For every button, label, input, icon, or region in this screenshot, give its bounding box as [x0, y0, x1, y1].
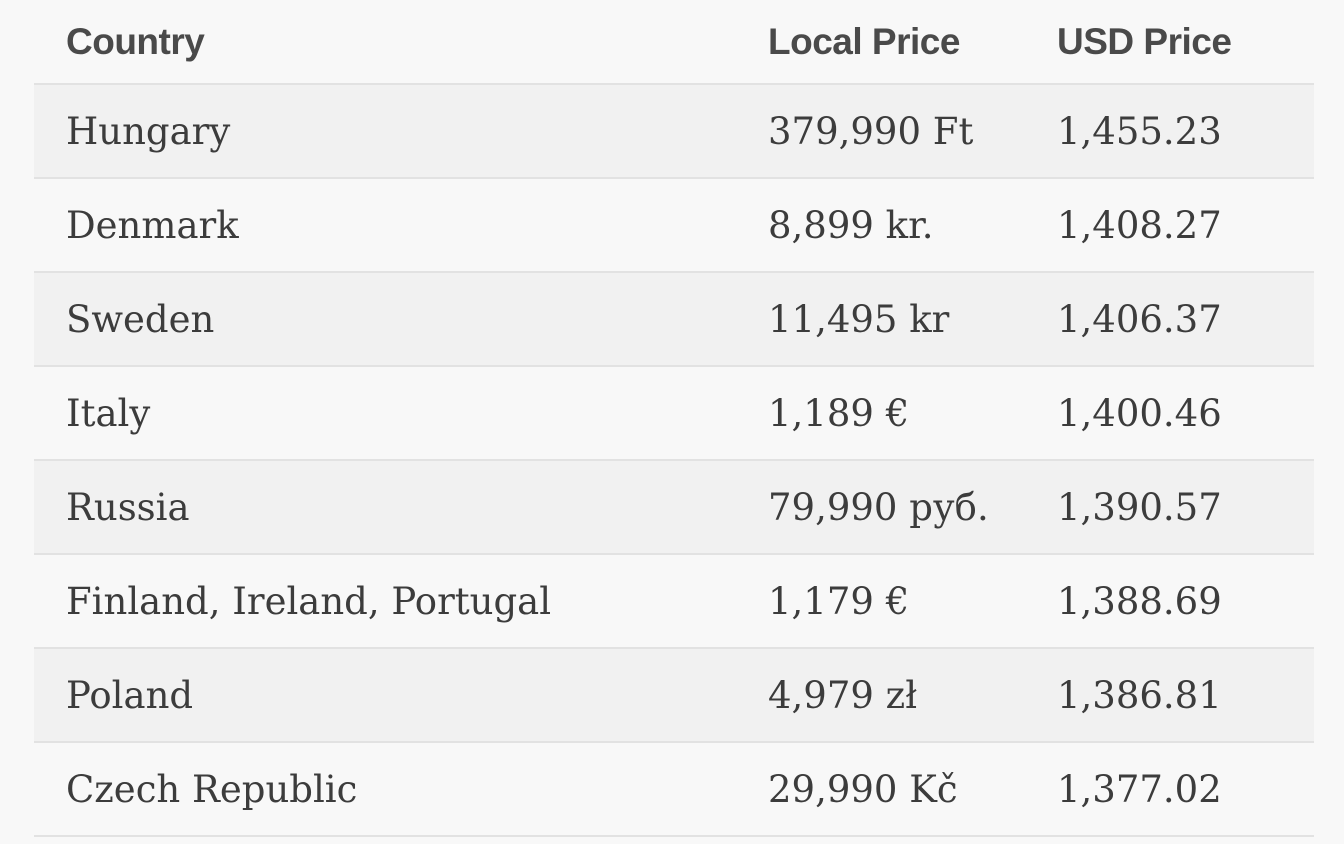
cell-local-price: 379,990 Ft — [768, 84, 1057, 179]
cell-country: Hungary — [34, 84, 768, 179]
cell-country: Sweden — [34, 272, 768, 367]
column-header-local-price: Local Price — [768, 0, 1057, 85]
table-body: Hungary 379,990 Ft 1,455.23 Denmark 8,89… — [34, 84, 1314, 837]
cell-usd-price: 1,377.02 — [1057, 742, 1314, 837]
cell-usd-price: 1,406.37 — [1057, 272, 1314, 367]
header-row: Country Local Price USD Price — [34, 0, 1314, 85]
price-table: Country Local Price USD Price Hungary 37… — [34, 0, 1314, 837]
cell-usd-price: 1,400.46 — [1057, 366, 1314, 461]
table-header: Country Local Price USD Price — [34, 0, 1314, 85]
table-row: Poland 4,979 zł 1,386.81 — [34, 648, 1314, 743]
table-row: Hungary 379,990 Ft 1,455.23 — [34, 84, 1314, 179]
cell-country: Italy — [34, 366, 768, 461]
cell-local-price: 11,495 kr — [768, 272, 1057, 367]
price-table-container: Country Local Price USD Price Hungary 37… — [34, 0, 1314, 837]
cell-local-price: 1,179 € — [768, 554, 1057, 649]
table-row: Denmark 8,899 kr. 1,408.27 — [34, 178, 1314, 273]
cell-local-price: 1,189 € — [768, 366, 1057, 461]
cell-usd-price: 1,386.81 — [1057, 648, 1314, 743]
cell-usd-price: 1,408.27 — [1057, 178, 1314, 273]
cell-usd-price: 1,388.69 — [1057, 554, 1314, 649]
cell-usd-price: 1,390.57 — [1057, 460, 1314, 555]
cell-local-price: 29,990 Kč — [768, 742, 1057, 837]
table-row: Italy 1,189 € 1,400.46 — [34, 366, 1314, 461]
cell-local-price: 79,990 руб. — [768, 460, 1057, 555]
table-row: Sweden 11,495 kr 1,406.37 — [34, 272, 1314, 367]
cell-country: Finland, Ireland, Portugal — [34, 554, 768, 649]
cell-usd-price: 1,455.23 — [1057, 84, 1314, 179]
cell-country: Russia — [34, 460, 768, 555]
cell-country: Poland — [34, 648, 768, 743]
cell-local-price: 8,899 kr. — [768, 178, 1057, 273]
table-row: Czech Republic 29,990 Kč 1,377.02 — [34, 742, 1314, 837]
cell-local-price: 4,979 zł — [768, 648, 1057, 743]
table-row: Finland, Ireland, Portugal 1,179 € 1,388… — [34, 554, 1314, 649]
cell-country: Czech Republic — [34, 742, 768, 837]
table-row: Russia 79,990 руб. 1,390.57 — [34, 460, 1314, 555]
column-header-country: Country — [34, 0, 768, 85]
cell-country: Denmark — [34, 178, 768, 273]
column-header-usd-price: USD Price — [1057, 0, 1314, 85]
